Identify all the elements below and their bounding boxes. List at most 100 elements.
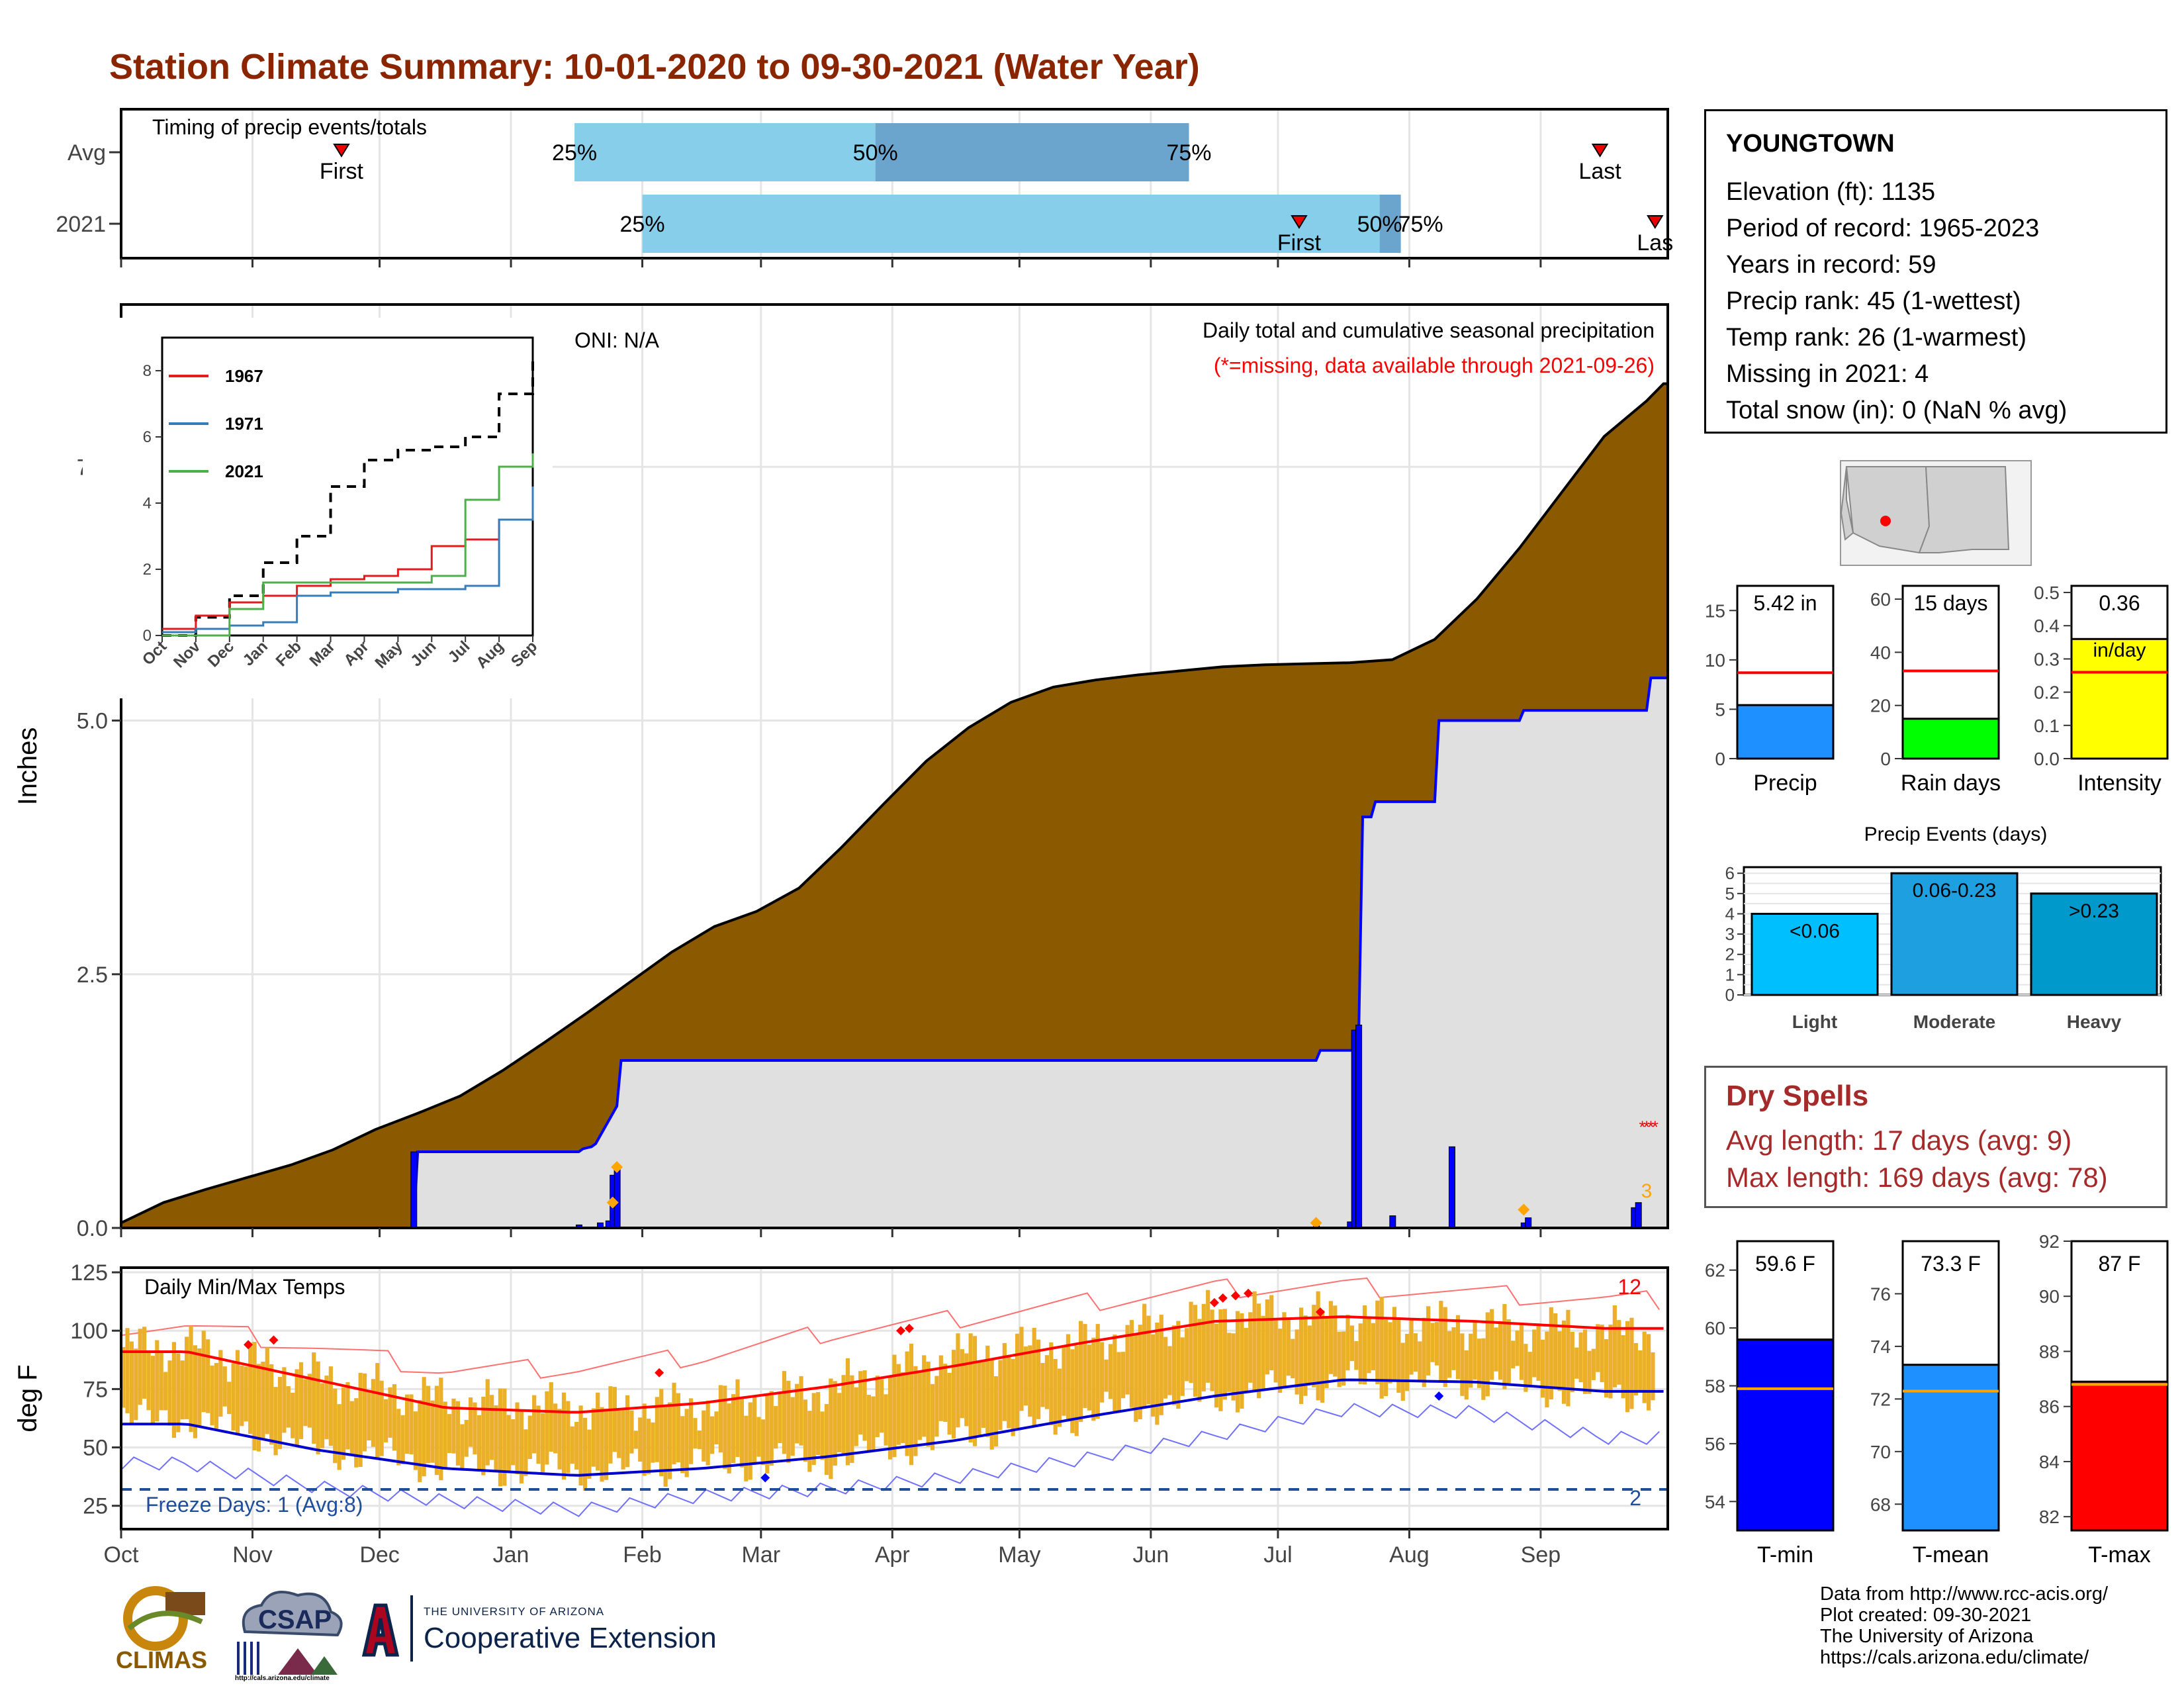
daily-temp-range-bar <box>1587 1350 1592 1394</box>
daily-temp-range-bar <box>1430 1323 1435 1362</box>
daily-temp-range-bar <box>1295 1329 1299 1395</box>
csap-logo[interactable]: CSAP http://cals.arizona.edu/climate <box>232 1582 351 1681</box>
daily-temp-range-bar <box>256 1364 261 1452</box>
last-event-marker <box>1591 144 1609 158</box>
daily-temp-range-bar <box>1015 1333 1020 1429</box>
daily-temp-range-bar <box>1604 1339 1609 1398</box>
tempbar-tmin-tick-label: 62 <box>1705 1260 1725 1281</box>
daily-temp-range-bar <box>490 1395 494 1460</box>
daily-temp-range-bar <box>282 1367 287 1433</box>
daily-temp-range-bar <box>1210 1309 1214 1391</box>
daily-temp-range-bar <box>705 1401 710 1466</box>
timing-bar-25-50 <box>642 195 1380 253</box>
tempbar-tmean-tick-label: 76 <box>1870 1284 1891 1304</box>
daily-temp-range-bar <box>422 1377 426 1477</box>
daily-temp-range-bar <box>1633 1343 1638 1395</box>
daily-temp-range-bar <box>1485 1312 1490 1397</box>
month-tick-label: Dec <box>359 1542 399 1568</box>
daily-temp-range-bar <box>451 1398 456 1454</box>
daily-temp-range-bar <box>582 1417 588 1491</box>
precip-title: Daily total and cumulative seasonal prec… <box>1203 318 1655 342</box>
month-tick-label: Nov <box>232 1542 272 1568</box>
daily-temp-range-bar <box>1341 1331 1346 1386</box>
daily-temp-range-bar <box>587 1429 592 1479</box>
daily-temp-range-bar <box>553 1403 558 1454</box>
daily-temp-range-bar <box>1625 1321 1630 1413</box>
tempbar-value-label: 73.3 F <box>1921 1252 1981 1276</box>
daily-temp-range-bar <box>1171 1325 1177 1405</box>
daily-temp-range-bar <box>646 1419 651 1474</box>
timing-label-50: 50% <box>1357 212 1402 237</box>
missing-marker: * <box>1643 1117 1650 1137</box>
daily-temp-range-bar <box>1176 1321 1181 1409</box>
events-tick-label: 4 <box>1725 904 1735 923</box>
events-tick-label: 1 <box>1725 964 1735 984</box>
daily-temp-range-bar <box>291 1392 295 1438</box>
daily-temp-range-bar <box>1159 1315 1163 1415</box>
tempbar-tmin-tick-label: 60 <box>1705 1318 1725 1338</box>
daily-temp-range-bar <box>1443 1307 1447 1387</box>
tempbar-label: T-min <box>1757 1542 1813 1568</box>
daily-temp-range-bar <box>527 1415 532 1460</box>
daily-precip-bar <box>410 1151 418 1229</box>
daily-temp-range-bar <box>680 1416 685 1474</box>
timing-bar-50-75 <box>1379 195 1401 253</box>
ua-a-logo[interactable] <box>361 1599 400 1662</box>
climas-label: CLIMAS <box>116 1646 207 1673</box>
daily-temp-range-bar <box>171 1342 177 1438</box>
summary-intensity-tick-label: 0.3 <box>2034 649 2060 669</box>
daily-temp-range-bar <box>769 1391 774 1466</box>
daily-temp-range-bar <box>1053 1358 1058 1435</box>
inset-y-tick-label: 0 <box>143 627 152 645</box>
missing-marker: * <box>1639 1117 1646 1137</box>
daily-temp-range-bar <box>494 1405 498 1472</box>
precip-chart: ****30.02.55.07.5InchesDaily total and c… <box>13 303 1669 1241</box>
month-tick-label: Jan <box>493 1542 529 1568</box>
daily-temp-range-bar <box>1066 1334 1071 1420</box>
tempbar-tmax-value-bar <box>2070 1380 2169 1532</box>
timing-label-25: 25% <box>552 140 597 165</box>
daily-temp-range-bar <box>1256 1303 1261 1399</box>
daily-temp-range-bar <box>469 1397 473 1447</box>
summary-intensity-tick-label: 0.5 <box>2034 583 2060 603</box>
daily-temp-range-bar <box>854 1387 858 1446</box>
daily-temp-range-bar <box>638 1417 643 1462</box>
summary-rain_days-tick-label: 20 <box>1870 696 1891 716</box>
daily-temp-range-bar <box>519 1410 524 1483</box>
daily-temp-range-bar <box>1617 1320 1621 1385</box>
daily-temp-range-bar <box>1121 1352 1126 1399</box>
daily-temp-range-bar <box>1490 1309 1494 1380</box>
first-event-marker <box>333 144 350 158</box>
daily-temp-range-bar <box>1007 1356 1011 1429</box>
daily-temp-range-bar <box>481 1396 486 1476</box>
daily-temp-range-bar <box>1134 1335 1138 1422</box>
daily-temp-range-bar <box>1058 1368 1062 1427</box>
tempbar-tmax-tick-label: 90 <box>2039 1286 2060 1307</box>
events-bar-label: 0.06-0.23 <box>1913 880 1997 902</box>
timing-panel-frame <box>120 108 1669 259</box>
daily-temp-range-bar <box>1108 1344 1113 1399</box>
dry-spells-title: Dry Spells <box>1726 1080 1869 1112</box>
inset-y-tick-label: 2 <box>143 561 152 579</box>
daily-temp-range-bar <box>591 1408 596 1467</box>
daily-temp-range-bar <box>922 1355 927 1437</box>
daily-temp-range-bar <box>1524 1344 1528 1392</box>
daily-temp-range-bar <box>617 1410 621 1458</box>
daily-temp-range-bar <box>532 1395 537 1454</box>
events-category-label: Light <box>1792 1011 1837 1032</box>
daily-temp-range-bar <box>1460 1333 1465 1396</box>
daily-temp-range-bar <box>1286 1317 1291 1376</box>
daily-temp-range-bar <box>833 1381 837 1466</box>
events-bar-label: <0.06 <box>1790 920 1840 942</box>
daily-temp-range-bar <box>1240 1313 1244 1409</box>
inset-series-line <box>162 487 534 630</box>
locator-map <box>1840 460 2032 566</box>
daily-temp-range-bar <box>807 1411 812 1472</box>
first-event-marker <box>1291 215 1308 229</box>
temp-chart: Freeze Days: 1 (Avg:8) 2 12 Daily Min/Max T… <box>13 1260 1669 1568</box>
daily-temp-range-bar <box>316 1361 320 1454</box>
daily-temp-range-bar <box>1044 1355 1049 1409</box>
summary-intensity-value-bar <box>2070 637 2169 760</box>
climas-logo[interactable]: CLIMAS <box>109 1582 222 1681</box>
daily-temp-range-bar <box>1396 1319 1401 1393</box>
